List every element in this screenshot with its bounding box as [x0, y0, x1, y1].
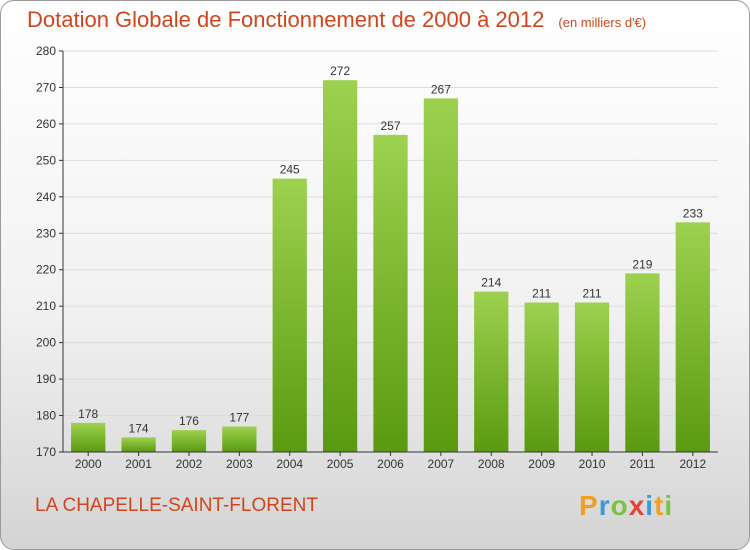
x-tick-label: 2003	[226, 457, 253, 471]
bar-2010	[574, 302, 610, 452]
x-tick-label: 2010	[579, 457, 606, 471]
bars: 178 174 176 177 245 272 257 267 214 211 211 219 233	[71, 64, 710, 453]
x-tick-label: 2012	[679, 457, 706, 471]
bar-2006	[373, 134, 408, 452]
y-tick-label: 230	[36, 226, 56, 240]
bar-value-label: 178	[78, 407, 98, 421]
bar-value-label: 211	[582, 287, 601, 301]
x-tick-label: 2001	[125, 457, 152, 471]
bar-2011	[625, 273, 660, 452]
chart-title-text: Dotation Globale de Fonctionnement de 20…	[27, 7, 545, 32]
y-tick-label: 190	[36, 372, 56, 386]
bar-value-label: 245	[280, 163, 300, 177]
chart-subtitle: (en milliers d'€)	[558, 15, 647, 30]
bar-value-label: 176	[179, 414, 199, 428]
y-tick-label: 280	[36, 44, 56, 58]
bar-value-label: 267	[431, 82, 451, 96]
axes: 170 180 190 200 210 220 230 240 250 260 270 280 2000…	[36, 44, 718, 471]
x-tick-label: 2006	[377, 457, 404, 471]
bar-2008	[474, 291, 509, 452]
y-tick-label: 250	[36, 153, 56, 167]
bar-2003	[222, 426, 257, 452]
logo-letter: o	[610, 490, 629, 521]
x-tick-label: 2005	[327, 457, 354, 471]
x-tick-label: 2007	[428, 457, 455, 471]
bar-value-label: 257	[380, 119, 400, 133]
logo-letter: x	[628, 490, 646, 521]
bar-2004	[272, 178, 307, 452]
logo-letter: i	[645, 490, 655, 521]
x-tick-label: 2002	[176, 457, 203, 471]
y-tick-label: 260	[36, 117, 56, 131]
y-tick-label: 220	[36, 263, 56, 277]
proxiti-logo: Proxiti	[579, 490, 673, 522]
logo-letter: t	[654, 490, 665, 521]
bar-2012	[675, 222, 710, 452]
bar-value-label: 233	[683, 206, 703, 220]
logo-letter: r	[598, 490, 611, 521]
bar-value-label: 214	[481, 276, 501, 290]
x-tick-label: 2008	[478, 457, 505, 471]
bar-2009	[524, 302, 559, 452]
x-tick-label: 2000	[75, 457, 102, 471]
y-tick-label: 180	[36, 409, 56, 423]
bar-2001	[121, 437, 156, 452]
bar-2000	[71, 422, 106, 452]
bar-value-label: 272	[330, 64, 350, 78]
chart-title: Dotation Globale de Fonctionnement de 20…	[27, 7, 646, 33]
y-tick-label: 170	[36, 445, 56, 459]
y-tick-label: 270	[36, 80, 56, 94]
bar-value-label: 174	[129, 421, 149, 435]
bar-value-label: 211	[532, 287, 551, 301]
logo-letter: P	[579, 490, 599, 521]
x-tick-label: 2009	[528, 457, 555, 471]
y-tick-label: 200	[36, 336, 56, 350]
bar-2007	[423, 98, 459, 453]
x-tick-label: 2011	[630, 457, 656, 471]
bar-2002	[171, 430, 207, 452]
commune-name: LA CHAPELLE-SAINT-FLORENT	[35, 495, 318, 516]
x-tick-label: 2004	[276, 457, 303, 471]
y-tick-label: 240	[36, 190, 56, 204]
logo-letter: i	[664, 490, 674, 521]
y-tick-label: 210	[36, 299, 56, 313]
bar-value-label: 177	[229, 410, 249, 424]
bar-2005	[322, 80, 358, 452]
bar-value-label: 219	[632, 257, 652, 271]
